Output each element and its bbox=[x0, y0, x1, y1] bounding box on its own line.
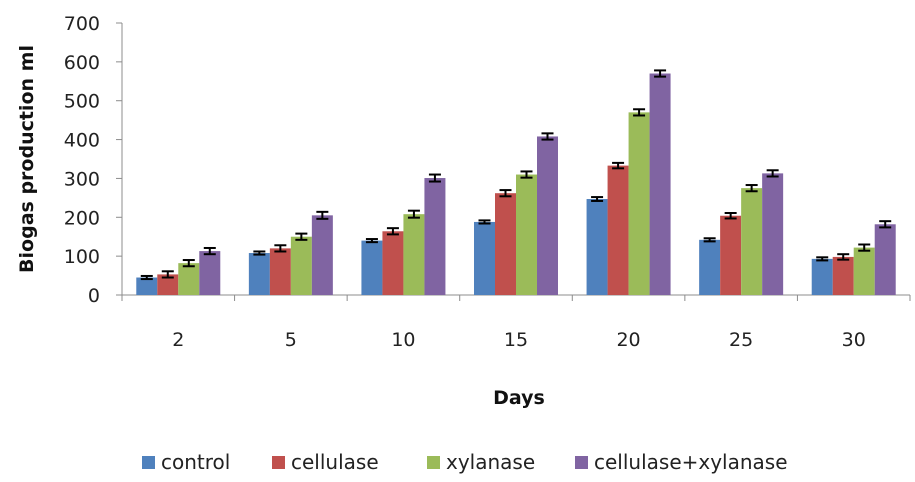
bar-control-day-10 bbox=[361, 240, 383, 295]
error-bar bbox=[295, 232, 308, 241]
bar-xylanase-day-15 bbox=[516, 174, 537, 295]
y-axis: 0 100 200 300 400 500 600 700 bbox=[64, 13, 123, 307]
x-axis: 2 5 10 15 20 25 30 bbox=[121, 294, 911, 351]
error-bar bbox=[654, 69, 667, 78]
y-tick-label: 700 bbox=[64, 13, 100, 35]
bar-cellulase-day-25 bbox=[720, 215, 742, 295]
error-bar bbox=[316, 210, 329, 220]
y-tick-label: 400 bbox=[64, 130, 100, 152]
legend-label: control bbox=[161, 450, 230, 474]
error-bar bbox=[182, 259, 195, 268]
bar-xylanase-day-25 bbox=[741, 188, 763, 295]
bar-control-day-30 bbox=[811, 258, 833, 295]
bar-cellulase-day-20 bbox=[607, 165, 629, 295]
bar-control-day-25 bbox=[699, 239, 721, 295]
error-bar bbox=[161, 270, 174, 279]
x-tick-label: 15 bbox=[504, 329, 528, 351]
error-bar bbox=[879, 220, 892, 229]
legend: control cellulase xylanase cellulase+xylana… bbox=[142, 450, 788, 474]
bar-control-day-15 bbox=[474, 221, 495, 295]
error-bar bbox=[407, 209, 420, 219]
x-tick-label: 2 bbox=[172, 329, 184, 351]
x-tick-label: 25 bbox=[729, 329, 753, 351]
legend-label: cellulase+xylanase bbox=[594, 450, 788, 474]
legend-label: xylanase bbox=[446, 450, 535, 474]
bar-cellulase-plus-xylanase-day-15 bbox=[537, 136, 558, 295]
error-bar bbox=[703, 237, 716, 243]
bar-xylanase-day-2 bbox=[178, 263, 200, 295]
bar-cellulase-day-10 bbox=[382, 231, 404, 295]
error-bar bbox=[499, 189, 512, 198]
legend-swatch bbox=[575, 456, 588, 469]
error-bar bbox=[253, 250, 266, 256]
error-bar bbox=[541, 132, 554, 141]
bar-xylanase-day-10 bbox=[403, 214, 425, 295]
legend-item: xylanase bbox=[427, 450, 535, 474]
x-tick-label: 20 bbox=[616, 329, 640, 351]
legend-item: cellulase bbox=[272, 450, 379, 474]
x-tick-label: 30 bbox=[842, 329, 866, 351]
y-tick-label: 200 bbox=[64, 207, 100, 229]
bar-control-day-5 bbox=[248, 253, 270, 295]
y-tick-label: 500 bbox=[64, 91, 100, 113]
error-bar bbox=[140, 274, 153, 281]
bar-series-group bbox=[136, 73, 896, 295]
error-bar bbox=[520, 170, 533, 179]
bar-xylanase-day-30 bbox=[853, 247, 875, 295]
bar-cellulase-plus-xylanase-day-20 bbox=[649, 73, 671, 295]
legend-swatch bbox=[142, 456, 155, 469]
x-tick-label: 10 bbox=[391, 329, 415, 351]
bar-cellulase-day-2 bbox=[157, 274, 179, 295]
y-tick-label: 0 bbox=[88, 285, 100, 307]
bar-cellulase-plus-xylanase-day-2 bbox=[199, 251, 221, 295]
error-bar bbox=[837, 253, 850, 261]
bar-xylanase-day-5 bbox=[290, 236, 312, 295]
bar-cellulase-plus-xylanase-day-10 bbox=[424, 178, 446, 295]
error-bar-group bbox=[140, 69, 892, 281]
error-bar bbox=[633, 108, 646, 117]
bar-cellulase-day-30 bbox=[832, 256, 854, 295]
error-bar bbox=[386, 227, 399, 236]
error-bar bbox=[858, 243, 871, 252]
bar-cellulase-plus-xylanase-day-25 bbox=[762, 173, 784, 295]
error-bar bbox=[612, 161, 625, 170]
bar-control-day-20 bbox=[586, 199, 608, 295]
legend-item: cellulase+xylanase bbox=[575, 450, 788, 474]
legend-label: cellulase bbox=[291, 450, 379, 474]
bar-cellulase-plus-xylanase-day-5 bbox=[311, 215, 333, 295]
bar-cellulase-day-5 bbox=[269, 248, 291, 295]
x-tick-label: 5 bbox=[285, 329, 297, 351]
error-bar bbox=[724, 212, 737, 220]
error-bar bbox=[745, 184, 758, 193]
legend-item: control bbox=[142, 450, 230, 474]
legend-swatch bbox=[427, 456, 440, 469]
error-bar bbox=[203, 246, 216, 256]
y-axis-title: Biogas production ml bbox=[16, 45, 38, 273]
error-bar bbox=[766, 169, 779, 178]
bar-cellulase-plus-xylanase-day-30 bbox=[874, 224, 896, 295]
error-bar bbox=[274, 244, 287, 253]
y-tick-label: 600 bbox=[64, 52, 100, 74]
error-bar bbox=[365, 238, 378, 244]
y-tick-label: 300 bbox=[64, 168, 100, 190]
bar-cellulase-day-15 bbox=[495, 193, 516, 295]
error-bar bbox=[478, 219, 491, 225]
error-bar bbox=[591, 196, 604, 202]
bar-control-day-2 bbox=[136, 277, 158, 295]
error-bar bbox=[428, 173, 441, 183]
y-tick-label: 100 bbox=[64, 246, 100, 268]
bar-xylanase-day-20 bbox=[628, 112, 650, 295]
x-axis-title: Days bbox=[493, 387, 545, 409]
error-bar bbox=[816, 256, 829, 262]
legend-swatch bbox=[272, 456, 285, 469]
